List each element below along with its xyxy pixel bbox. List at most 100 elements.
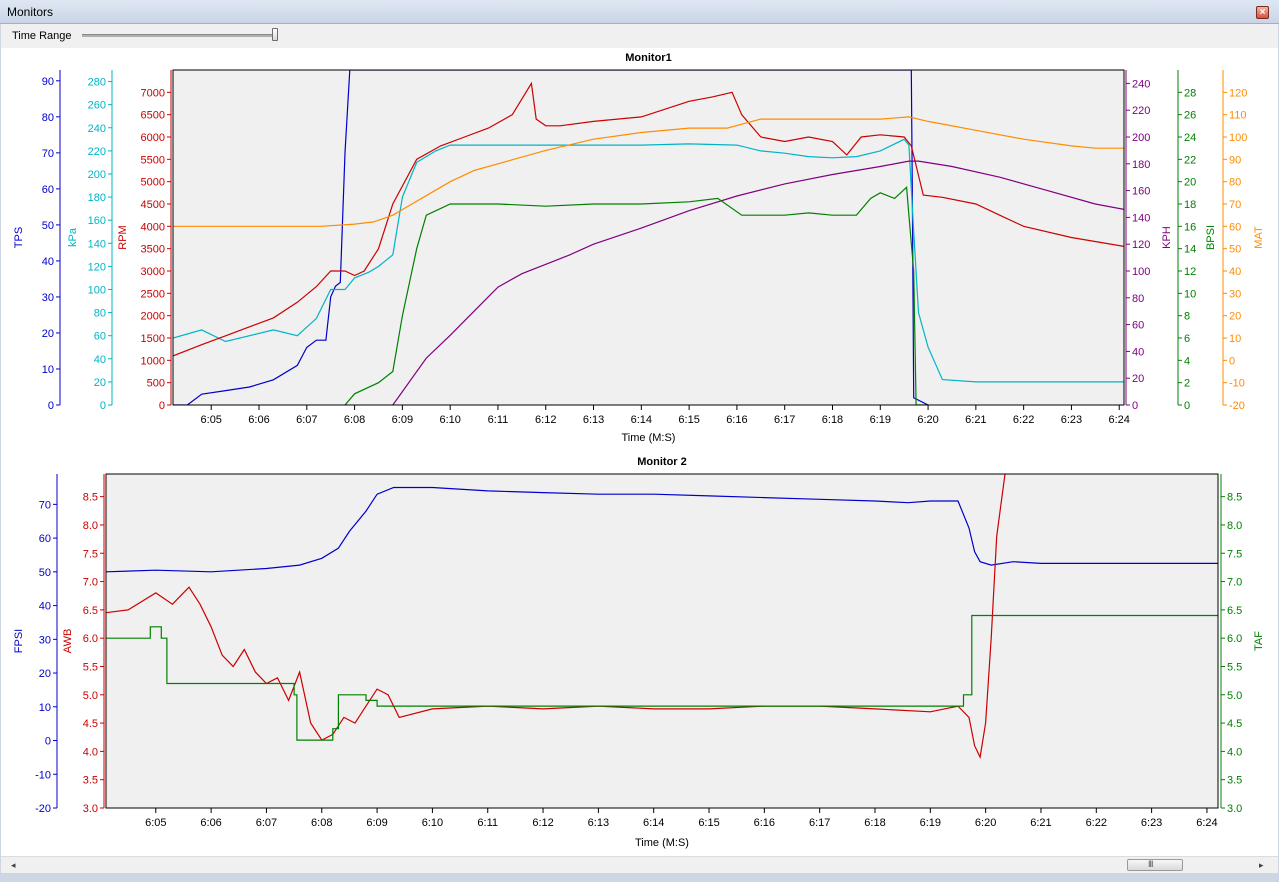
time-range-slider-track[interactable] — [82, 34, 278, 37]
chart1-bpsi-tick-label: 6 — [1184, 333, 1190, 345]
chart2-fpsi-tick-label: 30 — [39, 634, 51, 646]
chart1-x-tick-label: 6:06 — [248, 414, 269, 426]
chart2-x-tick-label: 6:13 — [588, 817, 609, 829]
chart1-rpm-tick-label: 4500 — [141, 199, 165, 211]
chart1-mat-tick-label: 20 — [1229, 311, 1241, 323]
monitors-chart-area: Monitor1 6:05 6:06 6:07 6:08 6:09 6:10 6:11 6:12… — [1, 48, 1278, 856]
chart1-x-tick-label: 6:17 — [774, 414, 795, 426]
chart1-rpm-tick-label: 3000 — [141, 266, 165, 278]
chart1-rpm-tick-label: 2500 — [141, 288, 165, 300]
chart2-awb-tick-label: 8.0 — [83, 520, 98, 532]
chart2-fpsi-tick-label: 20 — [39, 668, 51, 680]
chart2-x-tick-label: 6:17 — [809, 817, 830, 829]
chart1-x-axis-label: Time (M:S) — [622, 432, 676, 444]
chart1-mat-tick-label: 80 — [1229, 177, 1241, 189]
scroll-right-arrow-icon[interactable]: ▸ — [1259, 860, 1264, 870]
chart2-awb-tick-label: 7.0 — [83, 577, 98, 589]
chart1-rpm-tick-label: 3500 — [141, 244, 165, 256]
chart1-kph-tick-label: 200 — [1132, 132, 1150, 144]
chart2-x-tick-label: 6:08 — [311, 817, 332, 829]
chart1-rpm-tick-label: 6500 — [141, 110, 165, 122]
chart2-plot-frame — [105, 473, 1219, 809]
chart1-tps-axis-label: TPS — [13, 227, 25, 248]
chart1-x-tick-label: 6:14 — [631, 414, 652, 426]
chart2-fpsi-tick-label: -20 — [35, 803, 51, 815]
chart1-kpa-tick-label: 20 — [94, 377, 106, 389]
chart1-bpsi-tick-label: 8 — [1184, 311, 1190, 323]
chart1-rpm-tick-label: 0 — [159, 400, 165, 412]
horizontal-scrollbar[interactable]: ◂ III ▸ — [1, 856, 1278, 873]
chart2-x-tick-label: 6:05 — [145, 817, 166, 829]
chart2-awb-tick-label: 7.5 — [83, 548, 98, 560]
monitors-chart-svg: Monitor1 6:05 6:06 6:07 6:08 6:09 6:10 6:11 6:12… — [13, 52, 1265, 849]
chart1-x-tick-label: 6:13 — [583, 414, 604, 426]
chart1-mat-tick-label: 50 — [1229, 244, 1241, 256]
time-range-slider-thumb[interactable] — [272, 28, 278, 41]
chart1-rpm-tick-label: 6000 — [141, 132, 165, 144]
chart2-x-tick-label: 6:16 — [754, 817, 775, 829]
chart1-bpsi-tick-label: 16 — [1184, 221, 1196, 233]
chart2-awb-axis-label: AWB — [62, 629, 74, 654]
chart1-tps-tick-label: 40 — [42, 256, 54, 268]
chart1-kpa-tick-label: 240 — [88, 123, 106, 135]
chart2-series-awb — [106, 474, 1006, 760]
chart1-bpsi-tick-label: 0 — [1184, 400, 1190, 412]
chart2-awb-tick-label: 5.5 — [83, 661, 98, 673]
chart2-fpsi-tick-label: -10 — [35, 769, 51, 781]
chart1-mat-tick-label: -10 — [1229, 378, 1245, 390]
chart2-awb-tick-label: 6.0 — [83, 633, 98, 645]
chart1-bpsi-tick-label: 20 — [1184, 177, 1196, 189]
chart2-fpsi-tick-label: 60 — [39, 533, 51, 545]
chart1-tps-tick-label: 10 — [42, 364, 54, 376]
chart1-tps-tick-label: 0 — [48, 400, 54, 412]
chart1-rpm-tick-label: 5000 — [141, 177, 165, 189]
chart1-rpm-tick-label: 2000 — [141, 311, 165, 323]
chart1-kph-tick-label: 180 — [1132, 159, 1150, 171]
chart1-x-tick-label: 6:08 — [344, 414, 365, 426]
chart1-series-bpsi — [344, 186, 929, 405]
chart1-bpsi-tick-label: 26 — [1184, 110, 1196, 122]
chart2-fpsi-tick-label: 50 — [39, 567, 51, 579]
chart2-taf-tick-label: 8.5 — [1227, 492, 1242, 504]
chart1-mat-tick-label: 110 — [1229, 110, 1247, 122]
scrollbar-thumb[interactable]: III — [1127, 859, 1183, 871]
chart1-x-tick-label: 6:18 — [822, 414, 843, 426]
chart1-mat-tick-label: 30 — [1229, 288, 1241, 300]
close-button[interactable]: × — [1256, 6, 1269, 19]
chart2-x-tick-label: 6:09 — [366, 817, 387, 829]
chart2-taf-tick-label: 7.5 — [1227, 548, 1242, 560]
chart1-tps-tick-label: 80 — [42, 112, 54, 124]
chart1-kph-axis-label: KPH — [1161, 226, 1173, 249]
chart1-x-tick-label: 6:07 — [296, 414, 317, 426]
chart1-bpsi-tick-label: 4 — [1184, 355, 1190, 367]
chart1-kpa-tick-label: 280 — [88, 77, 106, 89]
chart1-x-tick-label: 6:16 — [726, 414, 747, 426]
scroll-left-arrow-icon[interactable]: ◂ — [11, 860, 16, 870]
chart1-kph-tick-label: 120 — [1132, 239, 1150, 251]
chart2-x-tick-label: 6:07 — [256, 817, 277, 829]
chart1-mat-tick-label: 60 — [1229, 221, 1241, 233]
chart1-kph-tick-label: 0 — [1132, 400, 1138, 412]
chart2-awb-tick-label: 5.0 — [83, 690, 98, 702]
chart1-kph-tick-label: 80 — [1132, 293, 1144, 305]
chart2-x-tick-label: 6:20 — [975, 817, 996, 829]
chart1-series-kph — [392, 160, 1124, 405]
chart2-title: Monitor 2 — [637, 456, 687, 468]
chart1-bpsi-tick-label: 28 — [1184, 87, 1196, 99]
chart1-kpa-axis-label: kPa — [67, 227, 79, 247]
chart1-kpa-tick-label: 140 — [88, 238, 106, 250]
chart1-bpsi-axis-label: BPSI — [1205, 225, 1217, 250]
chart2-taf-tick-label: 6.5 — [1227, 605, 1242, 617]
chart2-awb-tick-label: 6.5 — [83, 605, 98, 617]
chart1-x-tick-label: 6:15 — [678, 414, 699, 426]
chart1-series-kpa — [173, 138, 1124, 383]
chart1-series-mat — [173, 116, 1124, 227]
chart1-x-tick-label: 6:19 — [870, 414, 891, 426]
chart1-kpa-tick-label: 80 — [94, 308, 106, 320]
chart1-kpa-tick-label: 40 — [94, 354, 106, 366]
chart1-rpm-tick-label: 1500 — [141, 333, 165, 345]
chart1-kpa-tick-label: 220 — [88, 146, 106, 158]
chart2-series-taf — [106, 614, 1218, 741]
chart2-fpsi-tick-label: 40 — [39, 601, 51, 613]
chart1-rpm-tick-label: 4000 — [141, 221, 165, 233]
